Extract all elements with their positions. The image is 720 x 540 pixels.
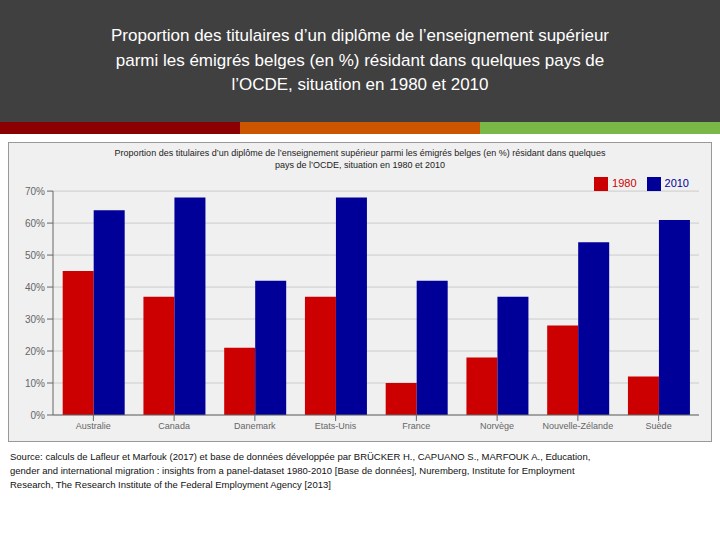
html-text:Proportion des titulaires d’un: Proportion des titulaires d’un diplôme d… <box>111 26 609 95</box>
html-text:Proportion des titulaires d’un: Proportion des titulaires d’un diplôme d… <box>114 148 606 170</box>
svg-text:0%: 0% <box>31 410 46 421</box>
svg-text:Suède: Suède <box>646 421 672 431</box>
svg-text:50%: 50% <box>25 250 45 261</box>
svg-text:10%: 10% <box>25 378 45 389</box>
svg-text:40%: 40% <box>25 282 45 293</box>
svg-text:Etats-Unis: Etats-Unis <box>315 421 357 431</box>
svg-text:60%: 60% <box>25 218 45 229</box>
svg-text:Australie: Australie <box>76 421 111 431</box>
svg-text:70%: 70% <box>25 186 45 197</box>
html-text:2010: 2010 <box>664 177 689 189</box>
html-text:Source: calculs de Lafleur et: Source: calculs de Lafleur et Marfouk (2… <box>10 451 591 490</box>
svg-text:France: France <box>402 421 430 431</box>
html-text:1980: 1980 <box>612 177 637 189</box>
svg-text:30%: 30% <box>25 314 45 325</box>
svg-text:Norvège: Norvège <box>480 421 514 431</box>
svg-text:20%: 20% <box>25 346 45 357</box>
svg-text:Nouvelle-Zélande: Nouvelle-Zélande <box>543 421 614 431</box>
svg-text:Danemark: Danemark <box>234 421 276 431</box>
svg-text:Canada: Canada <box>158 421 190 431</box>
